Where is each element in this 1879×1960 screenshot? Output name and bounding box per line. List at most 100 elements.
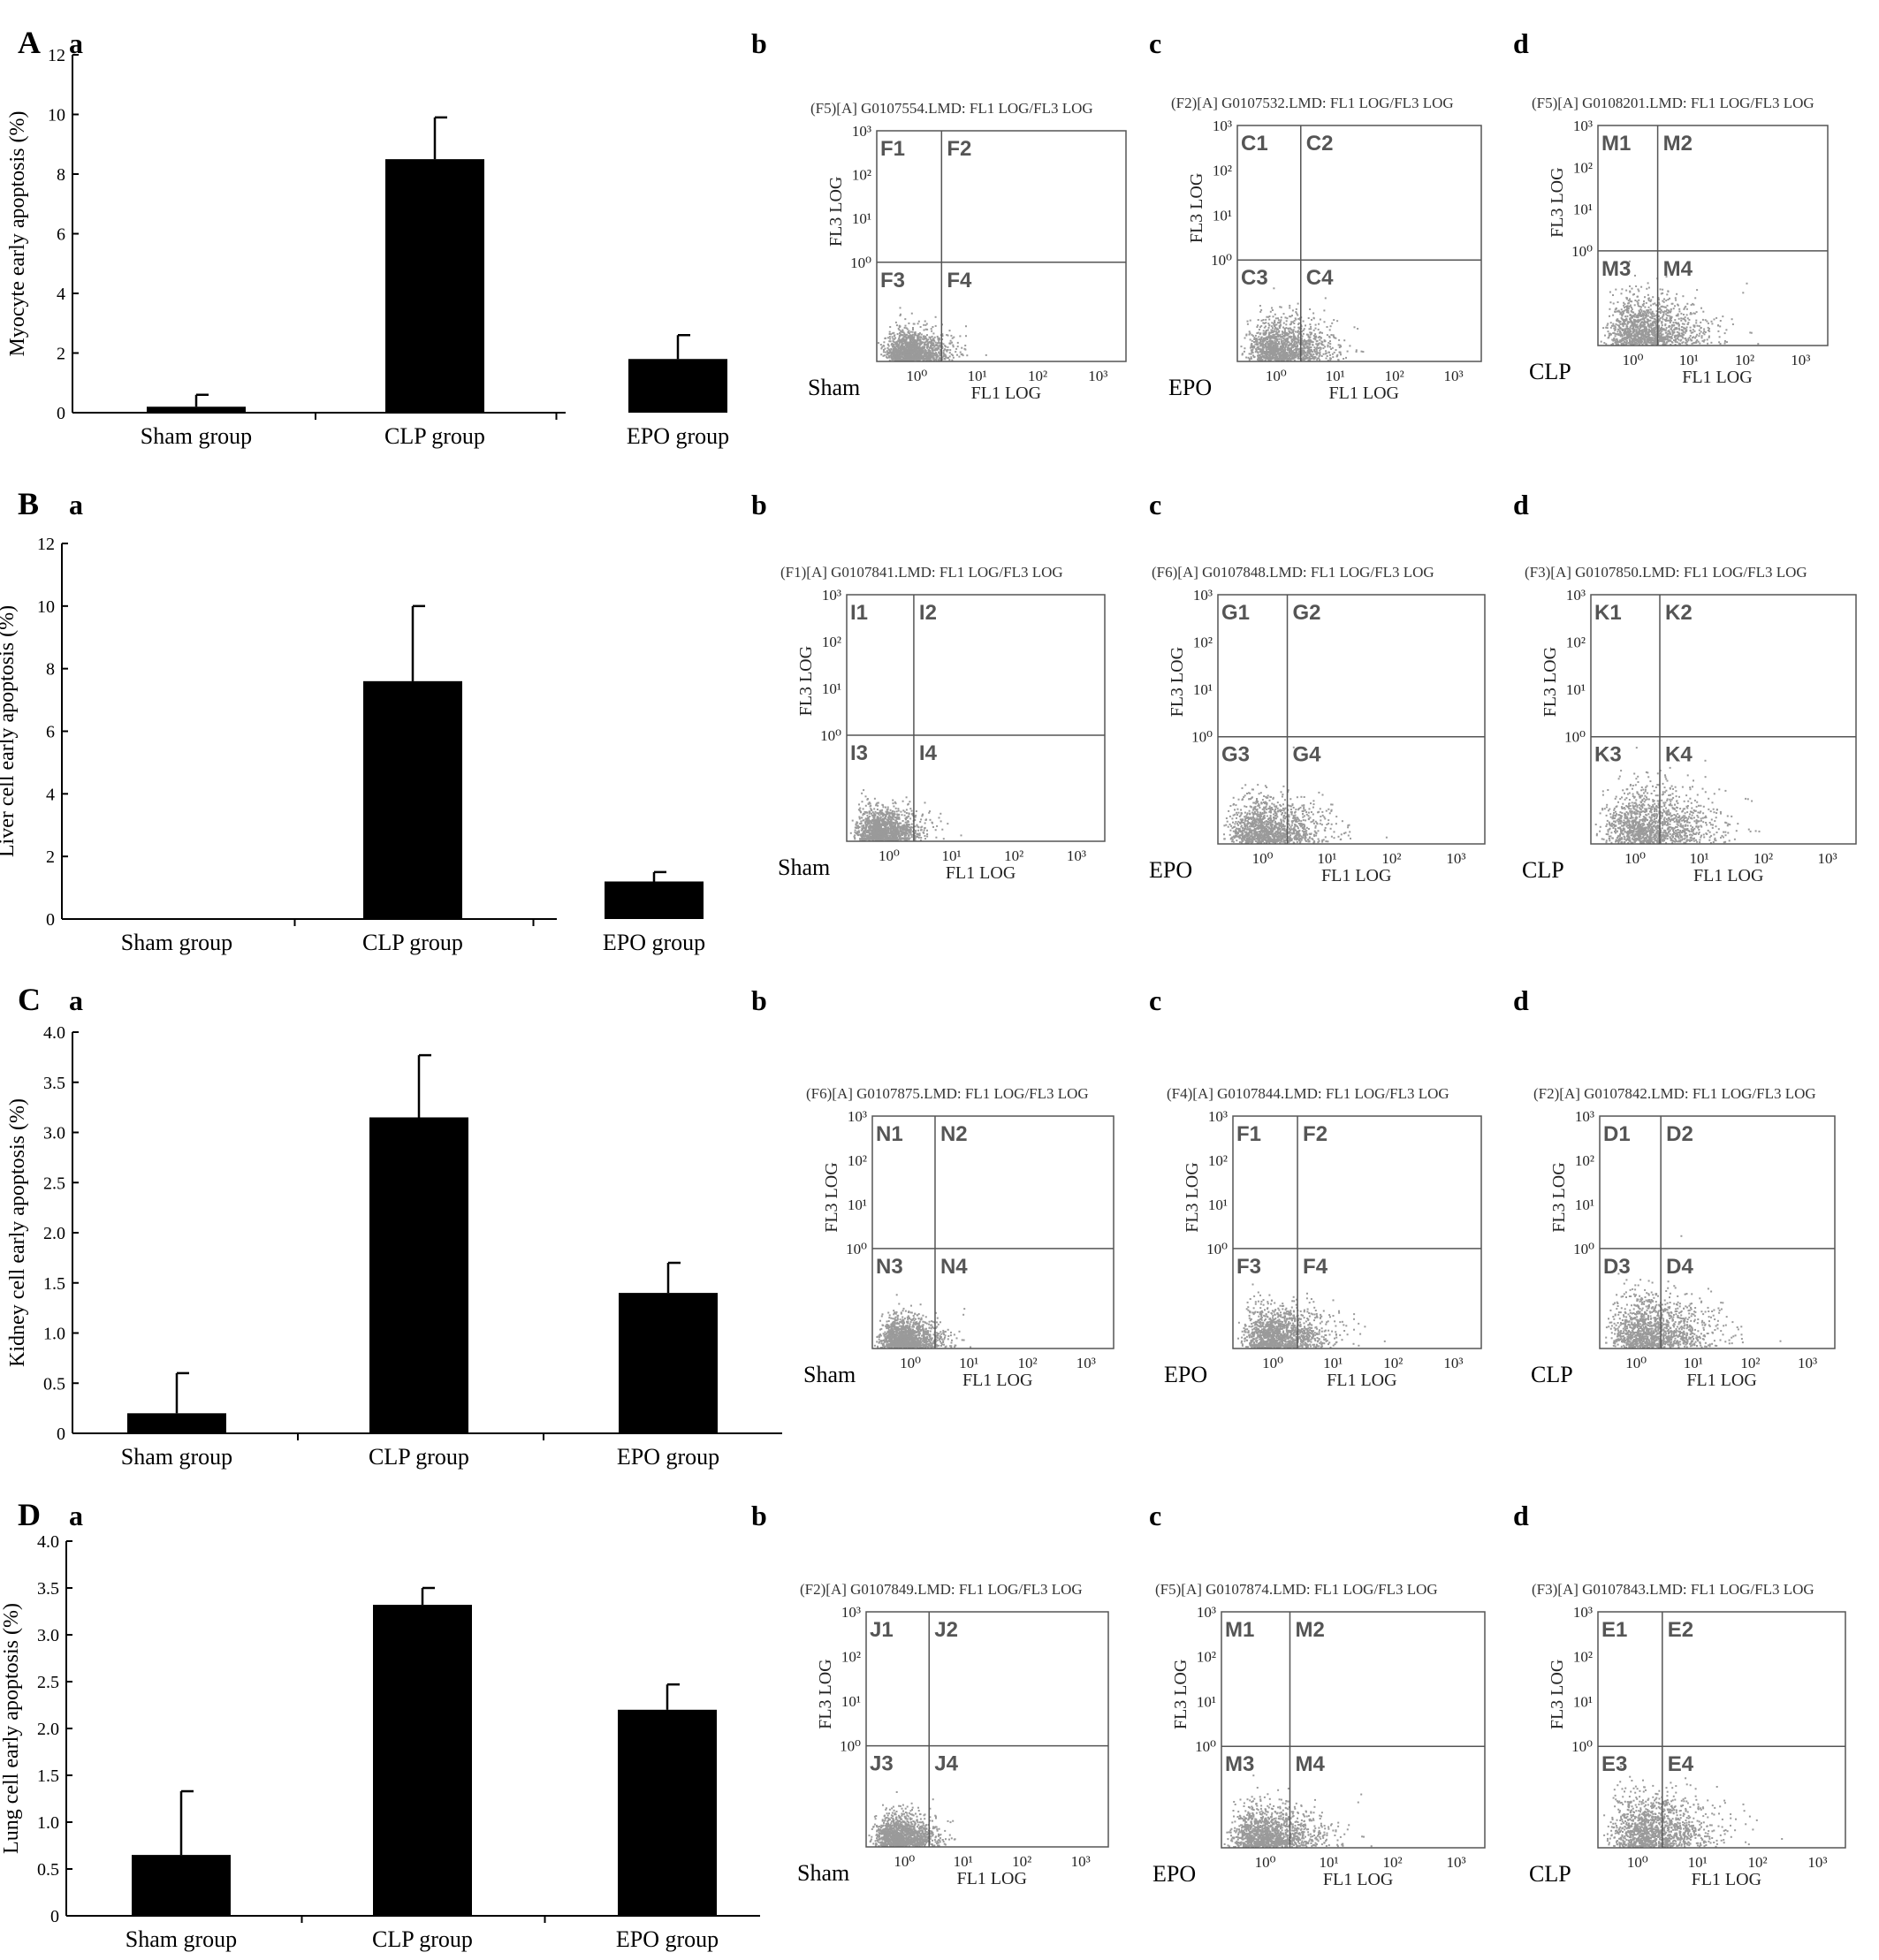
event-dot: [1302, 320, 1305, 323]
event-dot: [897, 817, 900, 820]
event-dot: [1304, 346, 1305, 349]
event-dot: [1274, 342, 1276, 345]
event-dot: [1262, 330, 1265, 332]
event-dot: [1288, 358, 1290, 360]
event-dot: [1305, 340, 1308, 343]
event-dot: [897, 327, 900, 330]
event-dot: [1276, 357, 1278, 360]
event-dot: [1702, 340, 1705, 343]
event-dot: [1284, 358, 1287, 361]
event-dot: [1290, 350, 1292, 353]
event-dot: [1637, 332, 1639, 335]
event-dot: [917, 353, 919, 354]
event-dot: [1309, 308, 1312, 310]
event-dot: [904, 324, 907, 327]
event-dot: [1282, 344, 1285, 346]
event-dot: [1677, 335, 1680, 338]
event-dot: [1307, 338, 1310, 341]
event-dot: [1269, 356, 1272, 359]
event-dot: [924, 351, 926, 353]
event-dot: [1289, 331, 1291, 334]
event-dot: [1270, 353, 1273, 355]
event-dot: [1654, 327, 1656, 329]
event-dot: [1281, 359, 1283, 361]
event-dot: [1267, 359, 1270, 361]
event-dot: [1670, 337, 1672, 339]
event-dot: [909, 359, 912, 361]
event-dot: [1663, 338, 1666, 341]
event-dot: [1612, 302, 1615, 305]
event-dot: [945, 356, 947, 359]
event-dot: [1633, 322, 1636, 324]
event-dot: [1746, 282, 1748, 285]
event-dot: [1288, 336, 1290, 338]
event-dot: [1692, 302, 1694, 305]
event-dot: [904, 336, 907, 338]
event-dot: [1241, 353, 1244, 355]
event-dot: [1626, 308, 1629, 310]
event-dot: [863, 819, 865, 822]
event-dot: [1308, 353, 1311, 354]
event-dot: [1646, 333, 1648, 336]
event-dot: [924, 320, 926, 323]
event-dot: [1658, 332, 1661, 335]
event-dot: [1283, 328, 1286, 330]
event-dot: [902, 837, 905, 839]
event-dot: [1253, 341, 1255, 343]
event-dot: [1307, 317, 1310, 319]
event-dot: [1636, 300, 1639, 303]
event-dot: [1647, 306, 1650, 308]
event-dot: [1631, 339, 1633, 342]
event-dot: [884, 347, 886, 350]
y-tick-label: 10¹: [1573, 201, 1593, 218]
event-dot: [1659, 330, 1662, 332]
event-dot: [878, 817, 880, 819]
event-dot: [1640, 332, 1643, 335]
event-dot: [1343, 358, 1345, 360]
event-dot: [1294, 317, 1297, 320]
event-dot: [930, 343, 932, 346]
event-dot: [1619, 313, 1622, 315]
event-dot: [917, 334, 919, 337]
event-dot: [1260, 337, 1263, 339]
event-dot: [1639, 308, 1642, 311]
event-dot: [1309, 344, 1311, 346]
event-dot: [930, 354, 932, 357]
event-dot: [883, 354, 886, 357]
event-dot: [1662, 329, 1665, 330]
panel-letter: A: [18, 25, 41, 60]
event-dot: [1639, 305, 1641, 308]
event-dot: [1329, 325, 1332, 328]
event-dot: [1289, 356, 1291, 359]
event-dot: [1674, 319, 1677, 322]
event-dot: [1636, 320, 1639, 323]
event-dot: [902, 349, 905, 352]
event-dot: [910, 346, 913, 349]
event-dot: [1669, 317, 1671, 320]
event-dot: [921, 341, 924, 344]
event-dot: [1283, 332, 1286, 334]
event-dot: [1614, 328, 1617, 330]
event-dot: [907, 337, 909, 339]
event-dot: [932, 348, 934, 350]
event-dot: [911, 335, 914, 338]
event-dot: [893, 822, 895, 824]
event-dot: [875, 802, 878, 805]
event-dot: [1310, 328, 1312, 330]
event-dot: [1284, 352, 1287, 354]
event-dot: [888, 815, 890, 817]
event-dot: [1310, 340, 1312, 343]
event-dot: [1619, 334, 1622, 337]
event-dot: [883, 341, 886, 344]
event-dot: [1271, 309, 1274, 311]
event-dot: [1295, 352, 1297, 354]
event-dot: [1282, 339, 1284, 342]
event-dot: [1315, 343, 1318, 346]
event-dot: [1319, 318, 1321, 321]
event-dot: [924, 357, 927, 360]
event-dot: [1262, 348, 1265, 351]
event-dot: [873, 838, 876, 840]
event-dot: [1309, 343, 1312, 346]
event-dot: [1288, 330, 1290, 332]
event-dot: [1617, 341, 1619, 344]
